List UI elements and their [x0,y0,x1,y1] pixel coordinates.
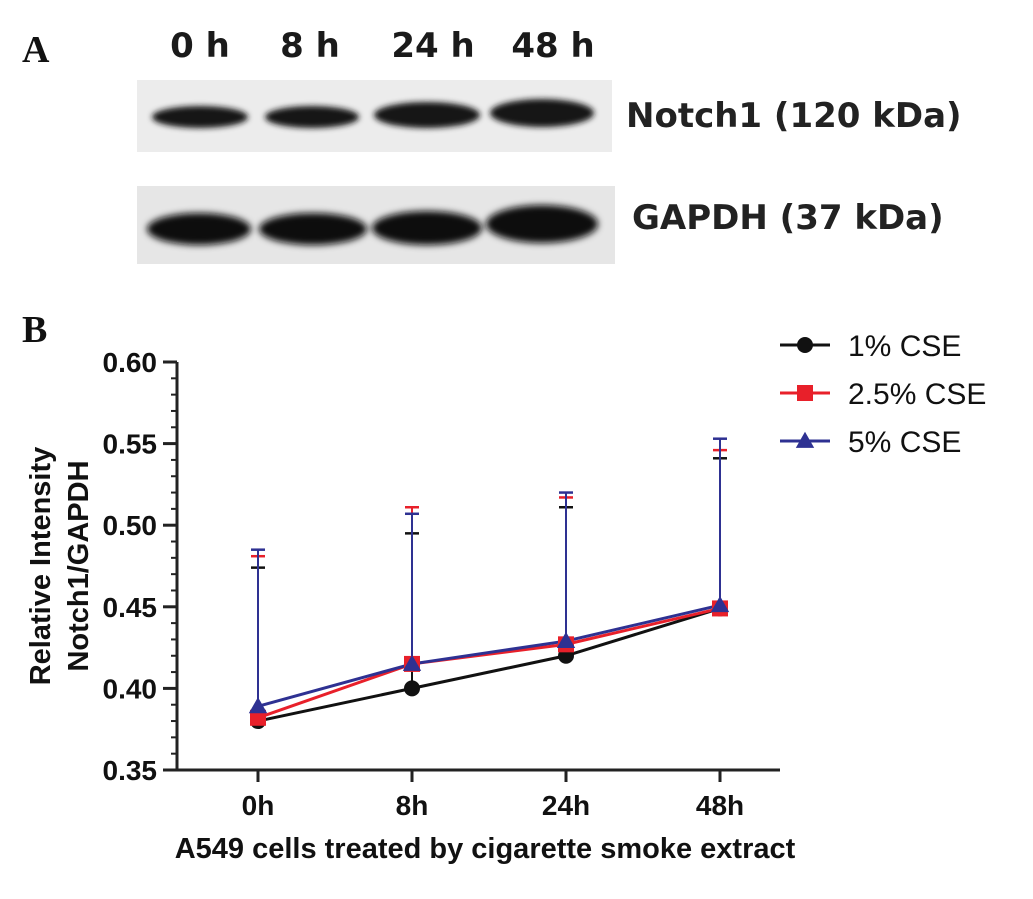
y-axis-label-line: Relative Intensity [25,447,57,686]
legend-marker [797,337,813,353]
legend-marker [797,385,813,401]
legend-label: 1% CSE [848,330,961,363]
y-tick-label: 0.40 [103,673,158,704]
y-axis-label-line: Notch1/GAPDH [63,460,95,671]
series-line [257,603,721,708]
legend-marker [795,431,815,448]
data-point [402,654,422,671]
y-tick-label: 0.45 [103,592,158,623]
panel-b-letter: B [22,309,48,351]
lane-label: 48 h [511,26,595,66]
y-tick-label: 0.55 [103,429,158,460]
data-point [710,595,730,613]
notch1-blot-image [137,80,612,152]
lane-label: 8 h [280,26,340,66]
panel-a-letter: A [22,29,50,71]
y-axis-label: Relative Intensity Notch1/GAPDH [25,447,95,686]
gapdh-band-label: GAPDH (37 kDa) [632,198,944,238]
y-tick-label: 0.60 [103,347,158,378]
notch1-line-chart: 0.35 0.40 0.45 0.50 0.55 0.60 0h 8h 24h 48h A549 c… [25,330,986,865]
legend-label: 2.5% CSE [848,378,986,411]
x-tick-label: 0h [242,790,275,821]
series-line [257,606,721,720]
data-point [404,680,420,697]
gapdh-blot-image [137,186,615,264]
lane-label: 0 h [170,26,230,66]
y-tick-label: 0.35 [103,755,158,786]
notch1-band-label: Notch1 (120 kDa) [626,96,962,136]
x-tick-label: 48h [696,790,744,821]
y-tick-label: 0.50 [103,510,158,541]
x-axis-label: A549 cells treated by cigarette smoke ex… [175,833,796,865]
data-point [556,631,576,648]
data-point [248,697,268,714]
legend-label: 5% CSE [848,426,961,459]
x-tick-label: 24h [542,790,590,821]
lane-label: 24 h [391,26,475,66]
data-point [250,709,266,726]
series-line [257,606,721,723]
x-tick-label: 8h [396,790,429,821]
